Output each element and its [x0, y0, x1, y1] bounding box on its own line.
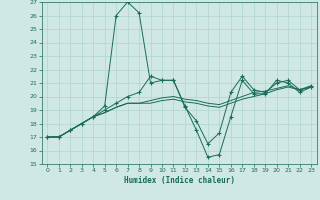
X-axis label: Humidex (Indice chaleur): Humidex (Indice chaleur)	[124, 176, 235, 185]
